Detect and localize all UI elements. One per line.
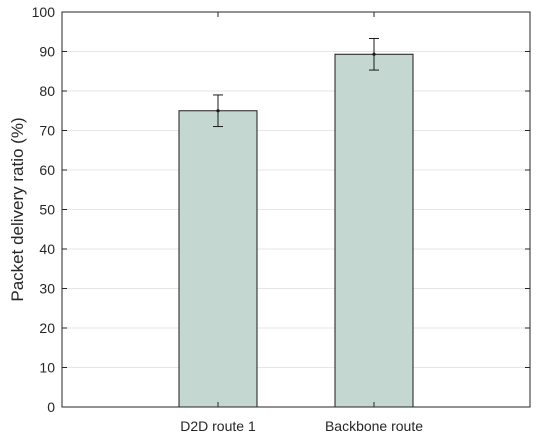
grid-lines (62, 51, 530, 368)
y-tick-label: 30 (39, 281, 55, 297)
y-tick-label: 90 (39, 44, 55, 60)
y-tick-label: 40 (39, 241, 55, 257)
y-tick-label: 10 (39, 360, 55, 376)
y-tick-label: 20 (39, 320, 55, 336)
y-tick-label: 60 (39, 162, 55, 178)
x-tick-label: Backbone route (325, 418, 423, 434)
error-bar (369, 37, 379, 71)
bar (178, 110, 258, 408)
x-axis-ticks: D2D route 1 Backbone route (180, 12, 423, 434)
y-tick-label: 50 (39, 202, 55, 218)
mean-marker (372, 52, 376, 56)
y-axis-label: Packet delivery ratio (%) (8, 117, 27, 301)
mean-marker (216, 109, 220, 113)
x-tick-label: D2D route 1 (180, 418, 256, 434)
bars (178, 53, 414, 408)
error-bars (213, 37, 379, 128)
y-tick-label: 100 (32, 4, 56, 20)
y-axis-ticks: 0 10 20 30 40 50 60 70 80 90 100 (32, 4, 530, 415)
y-tick-label: 70 (39, 123, 55, 139)
error-bar (213, 94, 223, 128)
bar (334, 53, 414, 408)
y-tick-label: 80 (39, 83, 55, 99)
y-tick-label: 0 (47, 399, 55, 415)
